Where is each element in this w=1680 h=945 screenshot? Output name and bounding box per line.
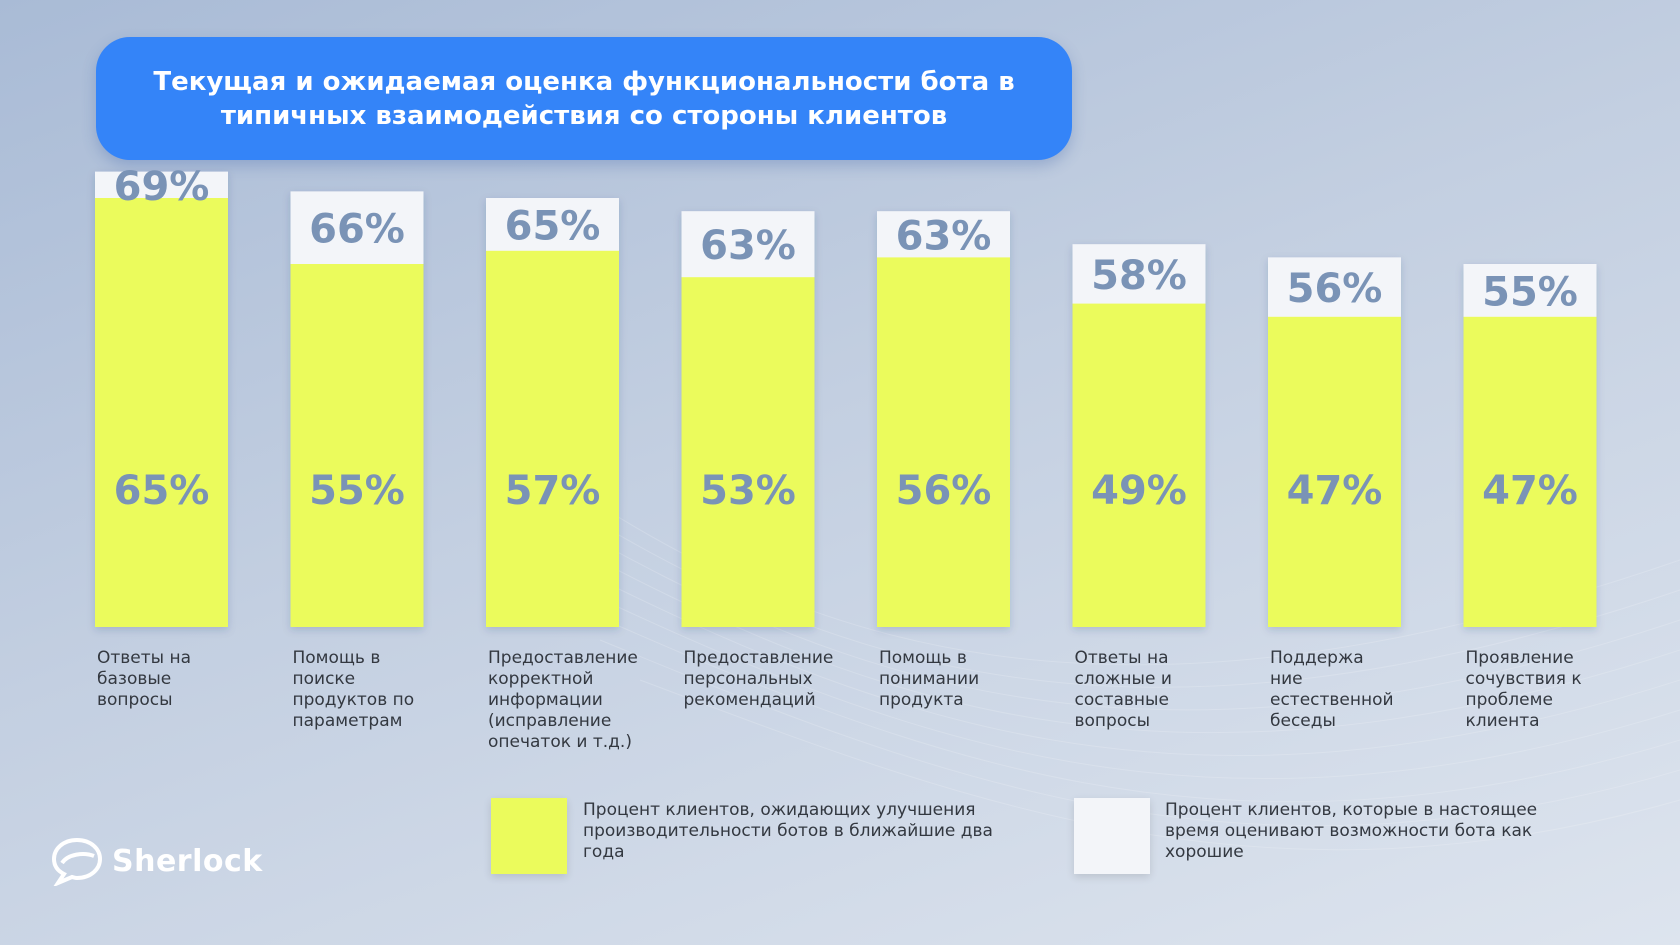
data-label-expected: 65% [114, 468, 210, 514]
data-label-current: 65% [505, 203, 601, 249]
title-banner: Текущая и ожидаемая оценка функционально… [96, 37, 1072, 160]
bar-group: 58% 49% [1072, 244, 1206, 627]
data-label-expected: 49% [1091, 468, 1187, 514]
data-label-current: 58% [1091, 253, 1187, 299]
bar-expected [95, 198, 228, 627]
bar-group: 66% 55% [290, 191, 424, 627]
category-label: Предоставление корректной информации (ис… [488, 648, 638, 752]
data-label-expected: 53% [700, 468, 796, 514]
bar-expected [290, 264, 424, 627]
bar-expected [1268, 316, 1401, 627]
data-label-current: 63% [700, 223, 796, 269]
logo: Sherlock [50, 836, 263, 886]
legend-text-current: Процент клиентов, которые в настоящее вр… [1165, 800, 1538, 862]
bar-group: 55% 47% [1463, 264, 1597, 627]
chart-title: Текущая и ожидаемая оценка функционально… [153, 66, 1015, 131]
bar-expected [486, 250, 619, 628]
data-label-current: 55% [1482, 269, 1578, 315]
data-label-current: 69% [114, 164, 210, 210]
category-label: Помощь в поиске продуктов по параметрам [292, 648, 415, 731]
bar-group: 63% 56% [877, 211, 1010, 627]
data-label-expected: 55% [309, 468, 405, 514]
logo-text: Sherlock [112, 843, 263, 879]
legend-swatch-current [1074, 798, 1150, 874]
data-label-current: 56% [1287, 266, 1383, 312]
data-label-expected: 57% [505, 468, 601, 514]
bar-group: 69% 65% [95, 164, 228, 627]
data-label-expected: 56% [896, 468, 992, 514]
bar-expected [877, 257, 1010, 627]
bar-expected [1072, 303, 1206, 627]
bar-expected [1463, 316, 1597, 627]
speech-bubble-icon [51, 837, 103, 886]
data-label-expected: 47% [1287, 468, 1383, 514]
category-label: Поддержа ние естественной беседы [1270, 648, 1394, 731]
data-label-current: 66% [309, 207, 405, 253]
category-label: Ответы на базовые вопросы [97, 648, 192, 710]
legend-swatch-expected [491, 798, 567, 874]
bar-group: 56% 47% [1268, 257, 1401, 627]
legend-text-expected: Процент клиентов, ожидающих улучшения пр… [583, 800, 993, 862]
bar-expected [681, 277, 815, 627]
bar-group: 65% 57% [486, 198, 619, 628]
category-label: Ответы на сложные и составные вопросы [1074, 648, 1172, 731]
category-label: Предоставление персональных рекомендаций [683, 648, 834, 710]
bar-group: 63% 53% [681, 211, 815, 627]
data-label-expected: 47% [1482, 468, 1578, 514]
category-label: Помощь в понимании продукта [879, 648, 980, 710]
data-label-current: 63% [896, 213, 992, 259]
category-label: Проявление сочувствия к проблеме клиента [1465, 648, 1582, 731]
